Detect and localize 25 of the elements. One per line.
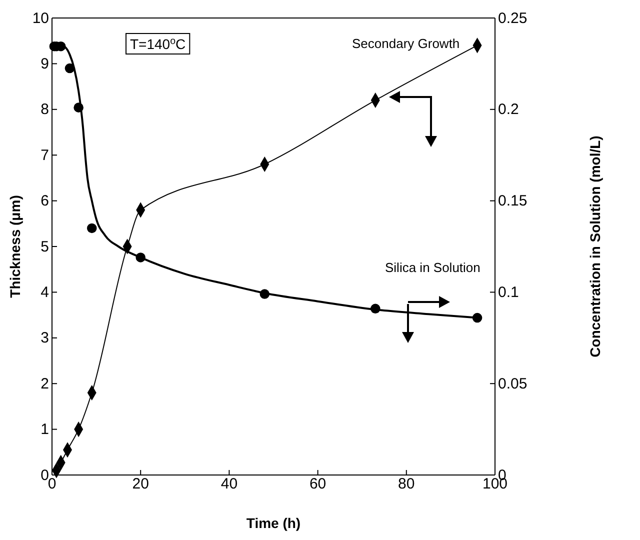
- y-tick-label: 3: [40, 330, 49, 347]
- y-axis-title: Thickness (μm): [7, 195, 23, 298]
- y2-tick-label: 0.25: [498, 10, 528, 27]
- y-tick-label: 10: [32, 10, 49, 27]
- annotation: Silica in Solution: [385, 260, 480, 275]
- x-tick-label: 60: [309, 476, 326, 493]
- x-axis-title: Time (h): [246, 515, 301, 531]
- y-tick-label: 5: [40, 238, 49, 256]
- y2-tick-label: 0.05: [498, 375, 528, 392]
- y-tick-label: 9: [40, 56, 49, 72]
- y2-tick-label: 0.2: [498, 101, 519, 118]
- x-tick-label: 20: [132, 476, 149, 493]
- x-tick-label: 80: [398, 476, 415, 493]
- y-tick-label: 2: [40, 375, 49, 392]
- y-tick-label: 6: [40, 192, 49, 210]
- annotation: T=140$^{o}$C: [130, 36, 186, 52]
- y2-tick-label: 0.1: [498, 284, 519, 301]
- y2-axis-title: Concentration in Solution (mol/L): [587, 136, 603, 358]
- y-tick-label: 8: [40, 101, 49, 118]
- y-tick-label: 7: [40, 146, 49, 164]
- x-tick-label: 40: [220, 476, 238, 493]
- y-tick-label: 1: [40, 421, 49, 438]
- y-tick-label: 4: [40, 284, 49, 301]
- y2-tick-label: 0.15: [498, 192, 528, 210]
- annotation: Secondary Growth: [352, 36, 460, 51]
